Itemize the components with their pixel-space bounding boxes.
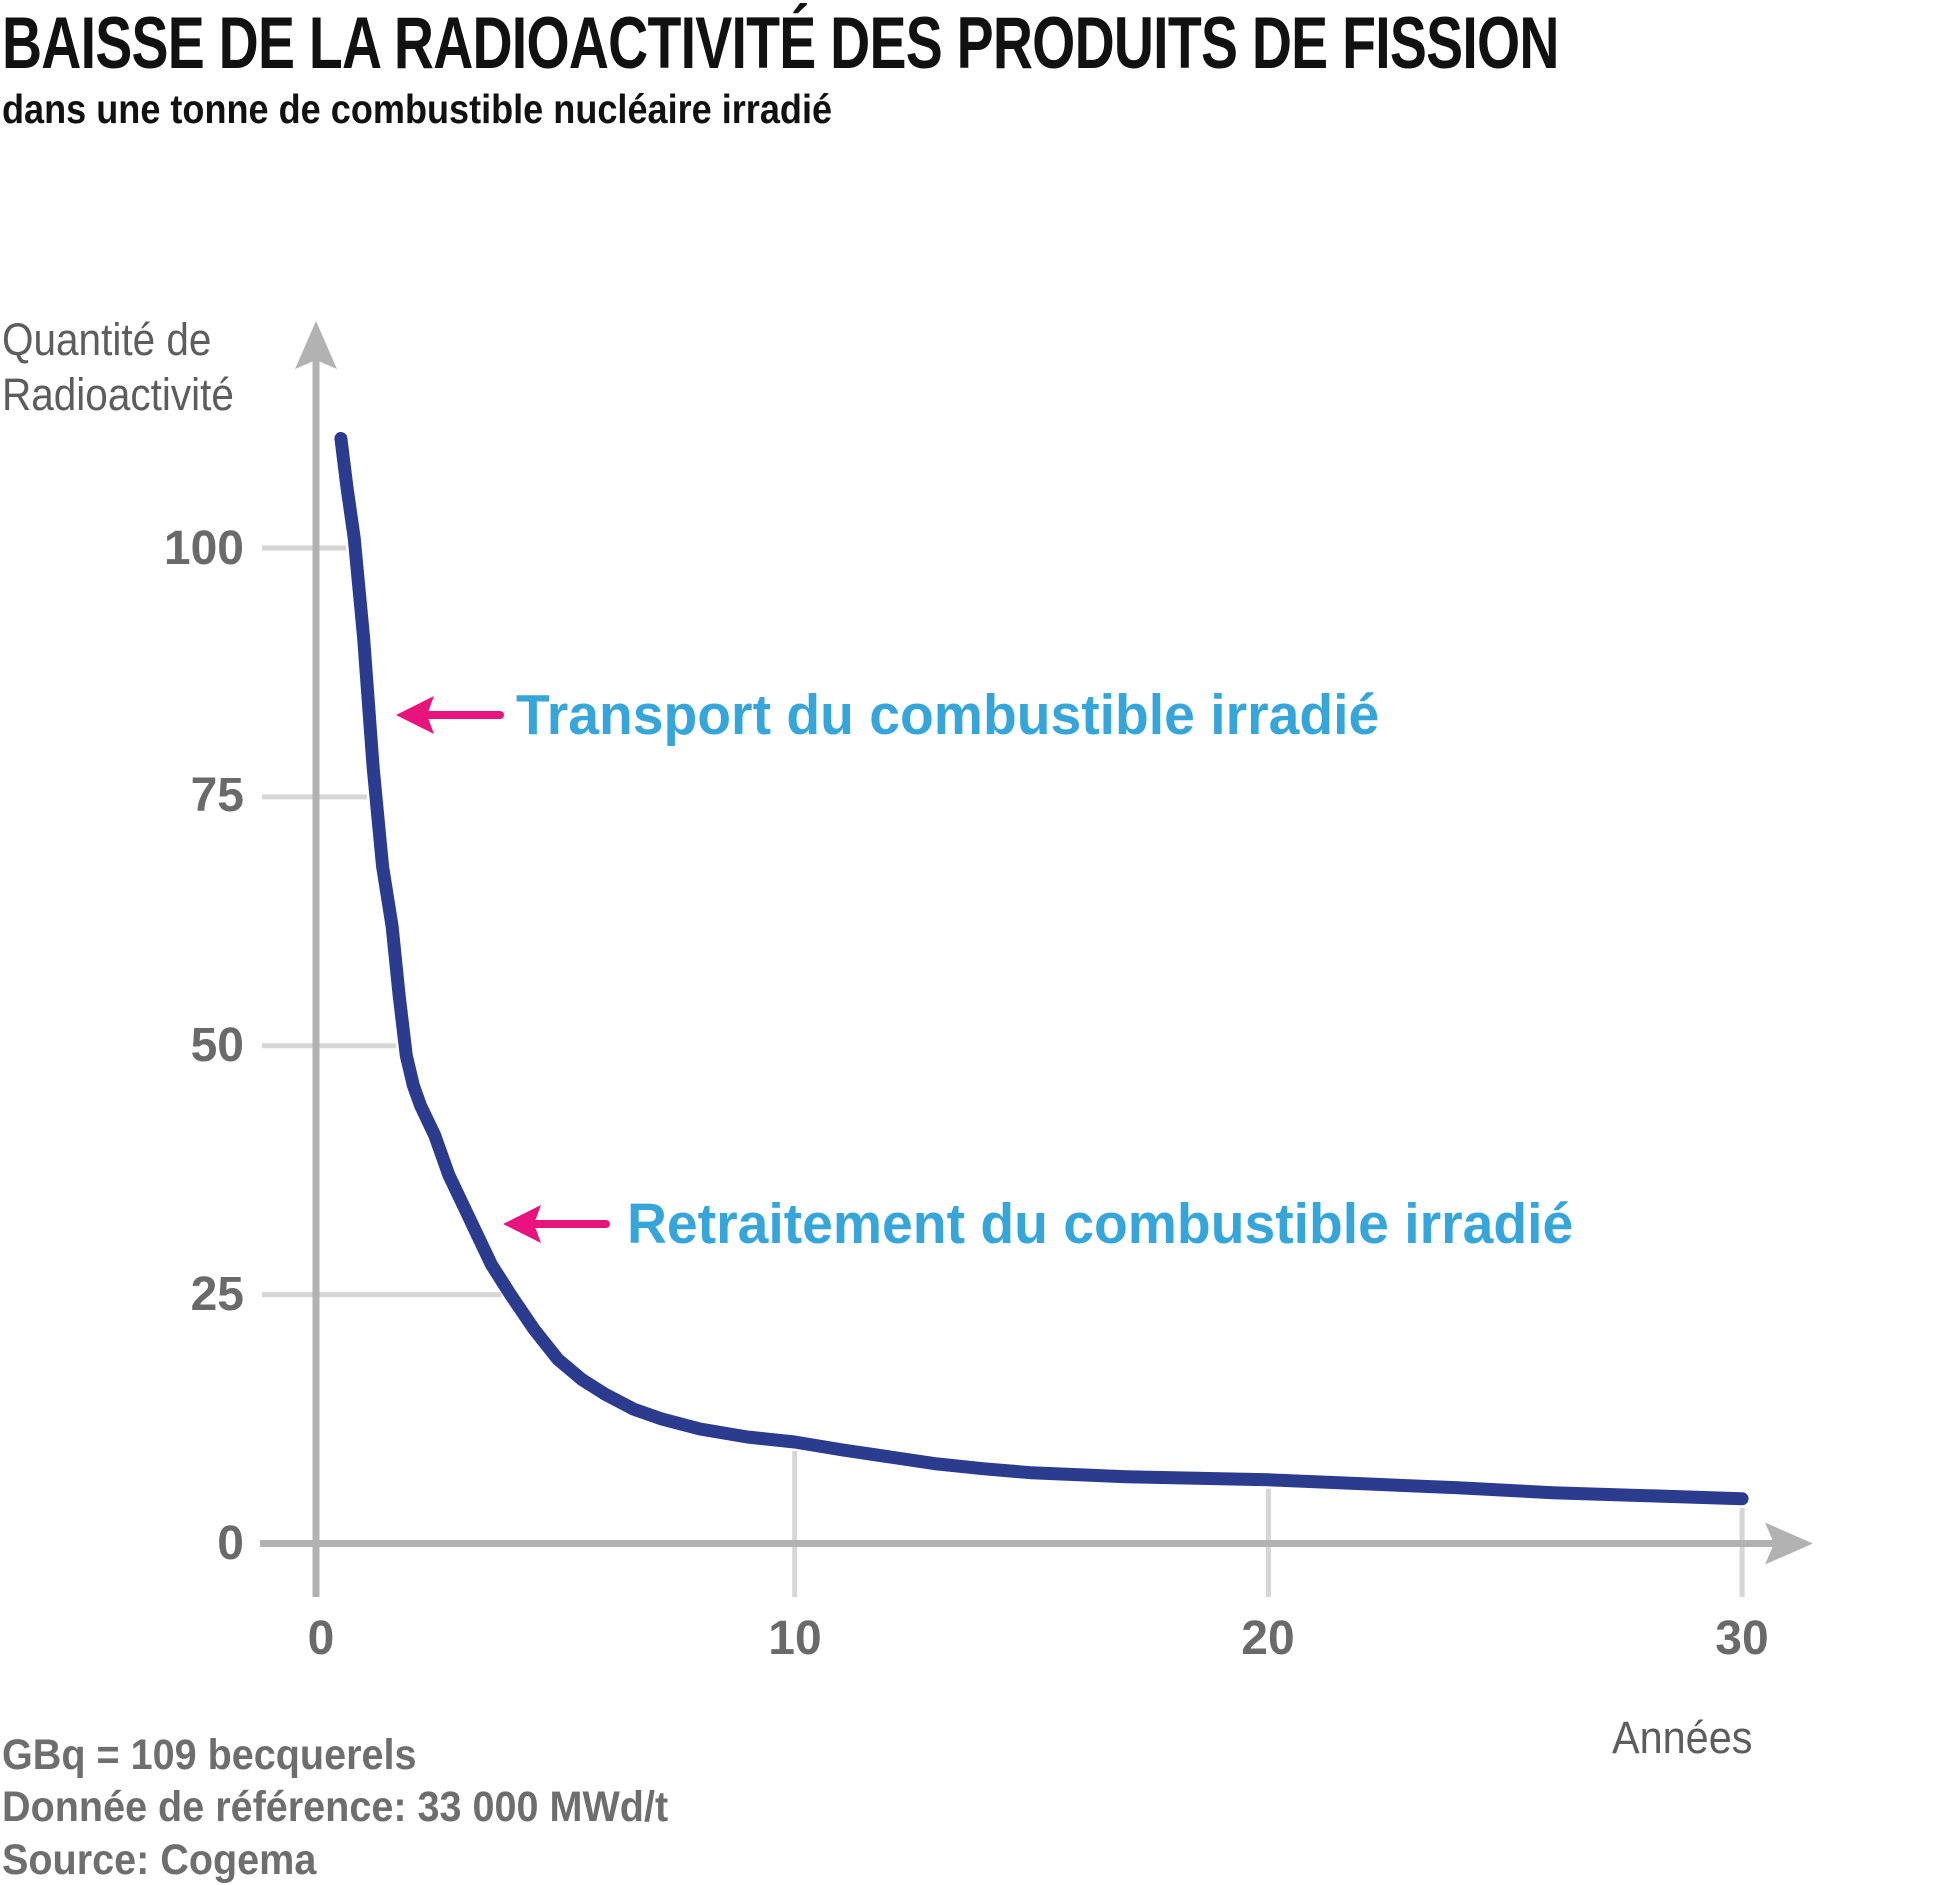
annotation-arrowhead-icon-1	[503, 1205, 541, 1243]
radioactivity-curve	[334, 432, 1749, 1506]
y-tick-label-0: 0	[217, 1516, 244, 1570]
y-axis-arrowhead-icon	[295, 321, 337, 369]
x-axis-title: Années	[1612, 1712, 1753, 1763]
y-axis-title: Quantité de Radioactivité	[2, 312, 234, 422]
annotation-retraitement: Retraitement du combustible irradié	[627, 1192, 1574, 1256]
y-tick-label-75: 75	[190, 768, 244, 822]
x-tick-label-30: 30	[1715, 1611, 1769, 1665]
footnote-source: Source: Cogema	[2, 1836, 317, 1884]
y-tick-label-50: 50	[190, 1018, 244, 1072]
y-axis-title-line1: Quantité de	[2, 314, 212, 365]
annotation-arrowhead-icon-0	[396, 696, 434, 734]
page-title: BAISSE DE LA RADIOACTIVITÉ DES PRODUITS …	[2, 3, 1559, 84]
y-axis-title-line2: Radioactivité	[2, 369, 234, 420]
y-tick-label-100: 100	[163, 521, 244, 575]
page-subtitle: dans une tonne de combustible nucléaire …	[2, 86, 833, 132]
y-tick-label-25: 25	[190, 1267, 244, 1321]
x-tick-label-20: 20	[1241, 1611, 1295, 1665]
annotation-transport: Transport du combustible irradié	[516, 683, 1380, 747]
footnote-gbq: GBq = 109 becquerels	[2, 1731, 417, 1779]
footnote-reference: Donnée de référence: 33 000 MWd/t	[2, 1783, 669, 1831]
x-tick-label-10: 10	[768, 1611, 822, 1665]
x-tick-label-0: 0	[307, 1611, 335, 1665]
x-axis-arrowhead-icon	[1765, 1522, 1813, 1565]
